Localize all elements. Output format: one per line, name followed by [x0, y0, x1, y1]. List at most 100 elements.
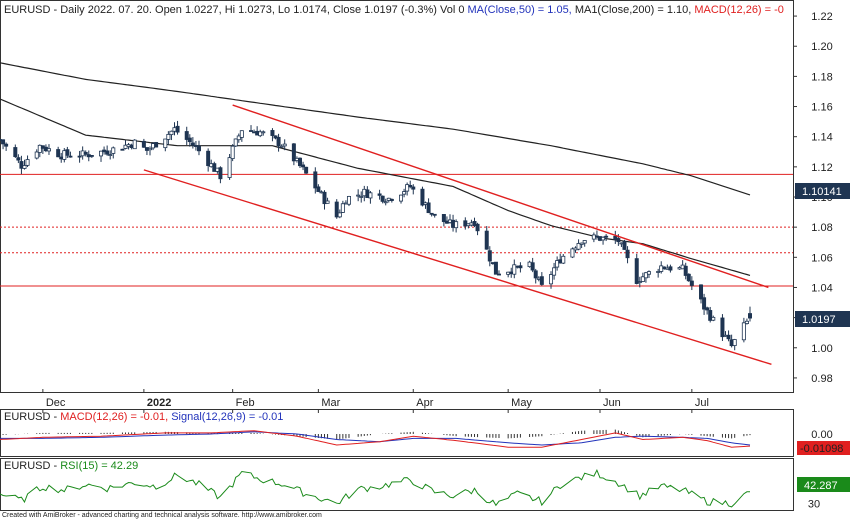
candle-body [530, 262, 535, 271]
candle-body [22, 165, 27, 169]
candle-body [408, 184, 413, 188]
x-axis-ticks [42, 389, 693, 413]
candle-body [686, 273, 691, 282]
macd-title-macd: MACD(12,26) = -0.01, [60, 411, 171, 423]
candle-body [616, 238, 621, 243]
x-tick-label: Jul [695, 397, 709, 409]
candle-body [720, 317, 725, 338]
macd-tag-bg [797, 441, 850, 455]
candle-body [555, 260, 560, 268]
candle-body [429, 212, 434, 215]
candle-body [163, 138, 168, 149]
candle-body [380, 195, 385, 202]
y-tick-label: 1.16 [811, 102, 832, 114]
candle-body [190, 142, 195, 146]
rsi-y-tick-label: 30 [808, 498, 820, 510]
candle-body [258, 131, 263, 137]
candle-body [741, 322, 746, 341]
candle-body [239, 130, 244, 138]
candle-body [77, 155, 82, 158]
main-title: EURUSD - Daily 2022. 07. 20. Open 1.0227… [4, 4, 784, 16]
candle-body [147, 147, 152, 151]
y-tick-label: 1.04 [811, 282, 832, 294]
candle-body [683, 265, 688, 276]
candle-body [1, 139, 6, 145]
candle-body [187, 137, 192, 143]
candle-body [230, 145, 235, 159]
candle-body [539, 276, 544, 285]
candle-body [411, 186, 416, 190]
macd-panel-frame [0, 409, 794, 457]
main-title-prefix: EURUSD - Daily 2022. 07. 20. Open 1.0227… [4, 4, 468, 16]
candle-body [634, 258, 639, 284]
candle-body [656, 271, 661, 273]
candle-body [206, 150, 211, 167]
y-tick-label: 0.98 [811, 373, 832, 385]
candle-body [689, 280, 694, 286]
candle-body [582, 240, 587, 244]
y-tick-label: 1.06 [811, 252, 832, 264]
macd-value-label: -0.01098 [800, 443, 843, 455]
rsi-layer: 30 [0, 468, 820, 510]
ma200-value-label: 1.10141 [802, 186, 842, 198]
candle-body [154, 142, 159, 148]
candle-body [19, 161, 24, 169]
channel-line-0 [232, 104, 769, 289]
candle-body [561, 255, 566, 264]
candle-body [111, 147, 116, 154]
candle-body [316, 186, 321, 192]
candle-body [297, 157, 302, 167]
candle-body [175, 125, 180, 133]
candle-body [89, 155, 94, 157]
candle-body [273, 135, 278, 139]
channel-lines [143, 104, 772, 366]
date-axis-labels: Dec 2022 Feb Mar Apr May Jun Jul [46, 397, 709, 409]
candle-body [668, 266, 673, 271]
candle-body [334, 201, 339, 218]
candle-body [184, 131, 189, 140]
candle-body [291, 143, 296, 162]
candle-body [325, 200, 330, 204]
y-tick-label: 1.12 [811, 162, 832, 174]
candle-body [233, 138, 238, 147]
candle-body [389, 198, 394, 201]
candle-body [37, 144, 42, 153]
candle-body [402, 191, 407, 195]
candle-body [699, 284, 704, 300]
last-price-label: 1.0197 [802, 314, 836, 326]
candle-body [13, 147, 18, 157]
candle-body [518, 265, 523, 269]
macd-title-signal: Signal(12,26,9) = -0.01 [171, 411, 283, 423]
rsi-title: EURUSD - RSI(15) = 42.29 [4, 460, 138, 472]
candle-body [732, 339, 737, 346]
candle-body [276, 136, 281, 147]
candle-body [337, 212, 342, 218]
candle-body [493, 261, 498, 275]
candle-body [702, 297, 707, 310]
candle-body [432, 213, 437, 216]
candle-body [83, 151, 88, 155]
candle-body [99, 150, 104, 157]
candle-body [196, 145, 201, 152]
candle-body [322, 191, 327, 205]
rsi-title-prefix: EURUSD - [4, 460, 60, 472]
main-title-ma200: MA1(Close,200) = 1.10, [575, 4, 695, 16]
candle-body [368, 192, 373, 199]
candle-body [549, 274, 554, 285]
candle-body [141, 140, 146, 148]
candle-body [472, 221, 477, 227]
y-tick-label: 1.18 [811, 71, 832, 83]
candle-body [579, 242, 584, 245]
candle-body [346, 196, 351, 205]
candle-body [604, 235, 609, 238]
candle-body [646, 271, 651, 275]
candle-body [613, 235, 618, 241]
candle-body [25, 159, 30, 166]
candle-body [301, 164, 306, 168]
last-price-tag: 1.0197 [795, 311, 850, 327]
candle-body [705, 307, 710, 311]
candle-body [576, 243, 581, 250]
y-tick-label: 1.20 [811, 41, 832, 53]
